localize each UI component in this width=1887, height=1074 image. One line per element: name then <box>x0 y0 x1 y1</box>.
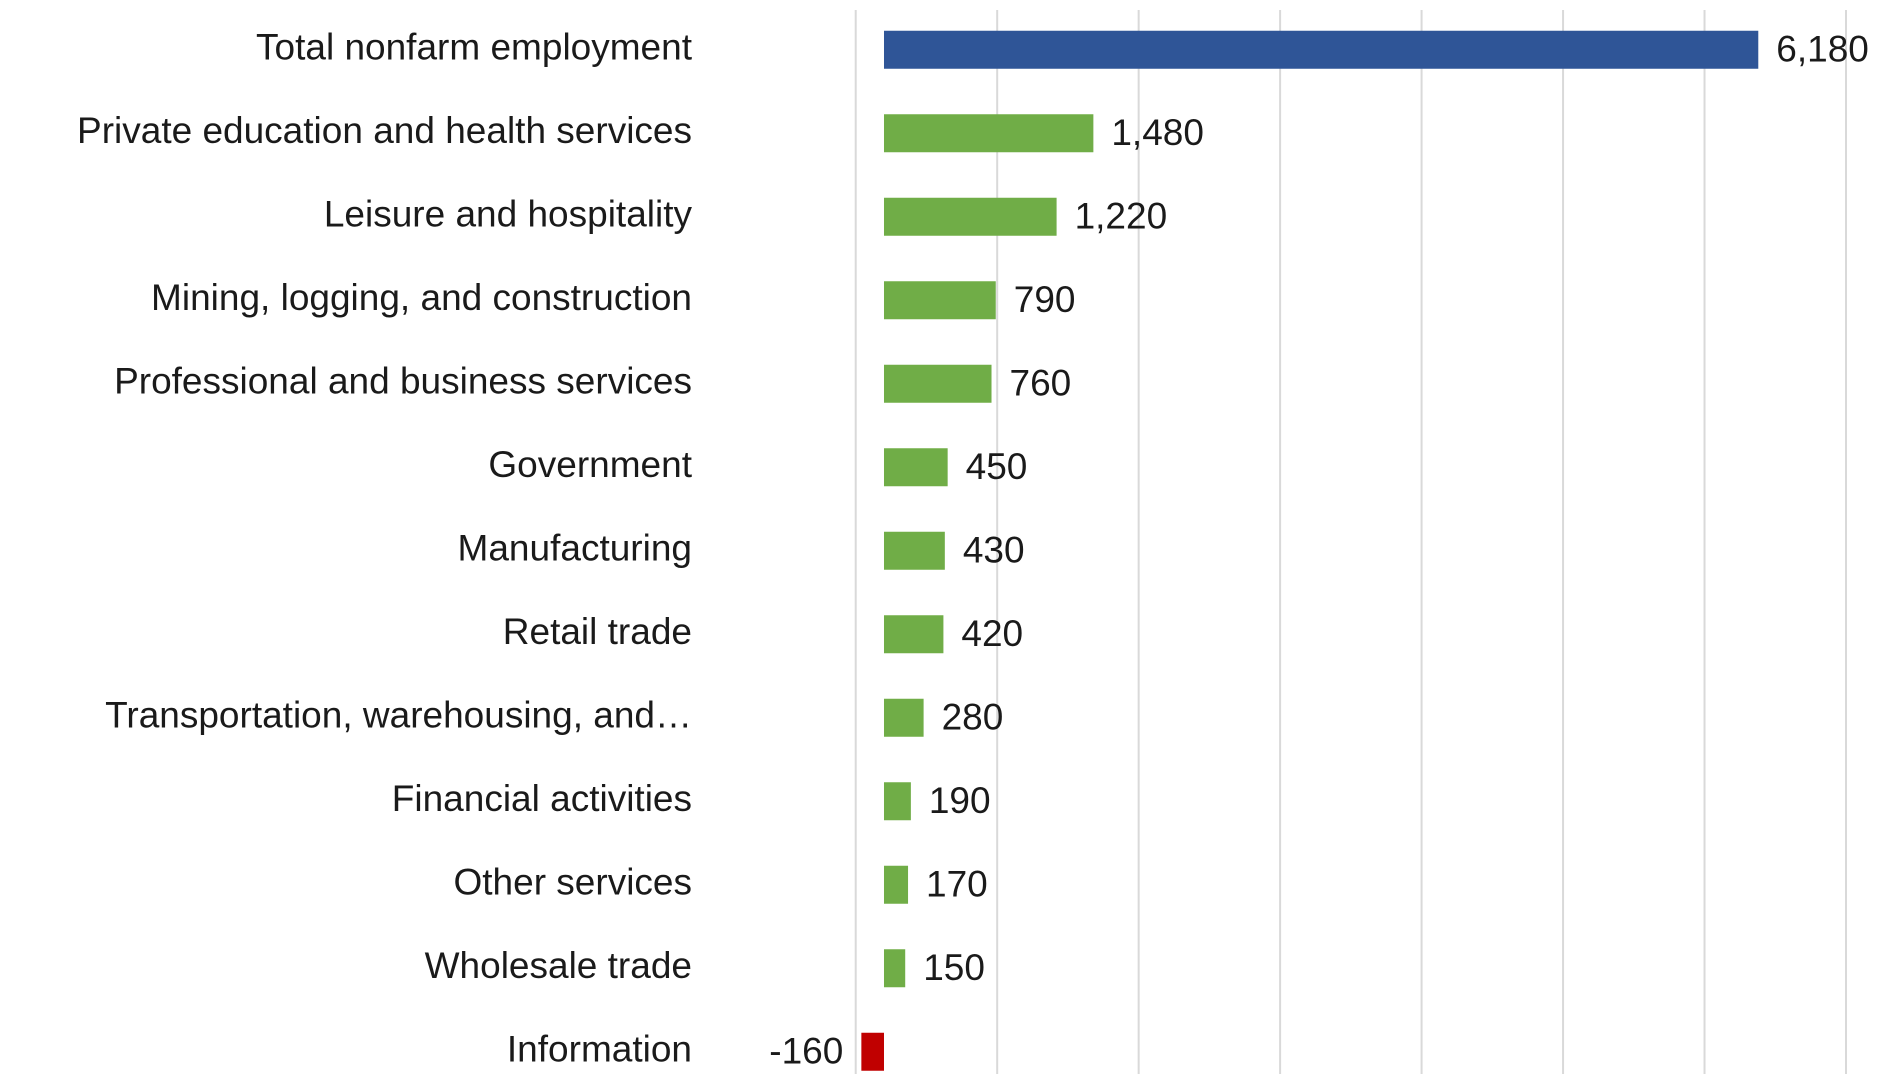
bar <box>883 364 992 403</box>
value-label: 450 <box>966 446 1028 487</box>
category-label: Total nonfarm employment <box>256 27 693 68</box>
value-label: 170 <box>926 864 988 905</box>
bar <box>883 281 996 320</box>
category-label: Manufacturing <box>458 528 692 569</box>
bar <box>883 615 944 654</box>
category-label: Professional and business services <box>114 361 692 402</box>
bar <box>883 949 906 988</box>
value-label: 1,220 <box>1075 196 1168 237</box>
value-label: 280 <box>942 697 1004 738</box>
value-label: 150 <box>923 947 985 988</box>
category-label: Other services <box>453 862 692 903</box>
bar <box>883 114 1094 153</box>
value-label: 760 <box>1010 363 1072 404</box>
bar <box>883 197 1057 236</box>
value-label: 6,180 <box>1776 29 1869 70</box>
category-label: Information <box>507 1029 692 1070</box>
category-label: Leisure and hospitality <box>324 194 693 235</box>
value-label: 190 <box>929 780 991 821</box>
bar <box>861 1032 884 1071</box>
value-label: -160 <box>769 1031 843 1072</box>
value-label: 1,480 <box>1111 112 1204 153</box>
bar <box>883 865 909 904</box>
category-label: Mining, logging, and construction <box>151 277 692 318</box>
value-label: 430 <box>963 530 1025 571</box>
bar <box>883 448 948 487</box>
bar <box>883 782 911 821</box>
bar <box>883 30 1759 69</box>
category-label: Retail trade <box>503 611 692 652</box>
category-label: Transportation, warehousing, and… <box>105 695 692 736</box>
category-label: Government <box>488 444 692 485</box>
bar <box>883 698 924 737</box>
value-label: 790 <box>1014 279 1076 320</box>
bar <box>883 531 945 570</box>
category-label: Private education and health services <box>77 110 692 151</box>
category-label: Wholesale trade <box>425 945 692 986</box>
category-label: Financial activities <box>392 778 692 819</box>
value-label: 420 <box>961 613 1023 654</box>
